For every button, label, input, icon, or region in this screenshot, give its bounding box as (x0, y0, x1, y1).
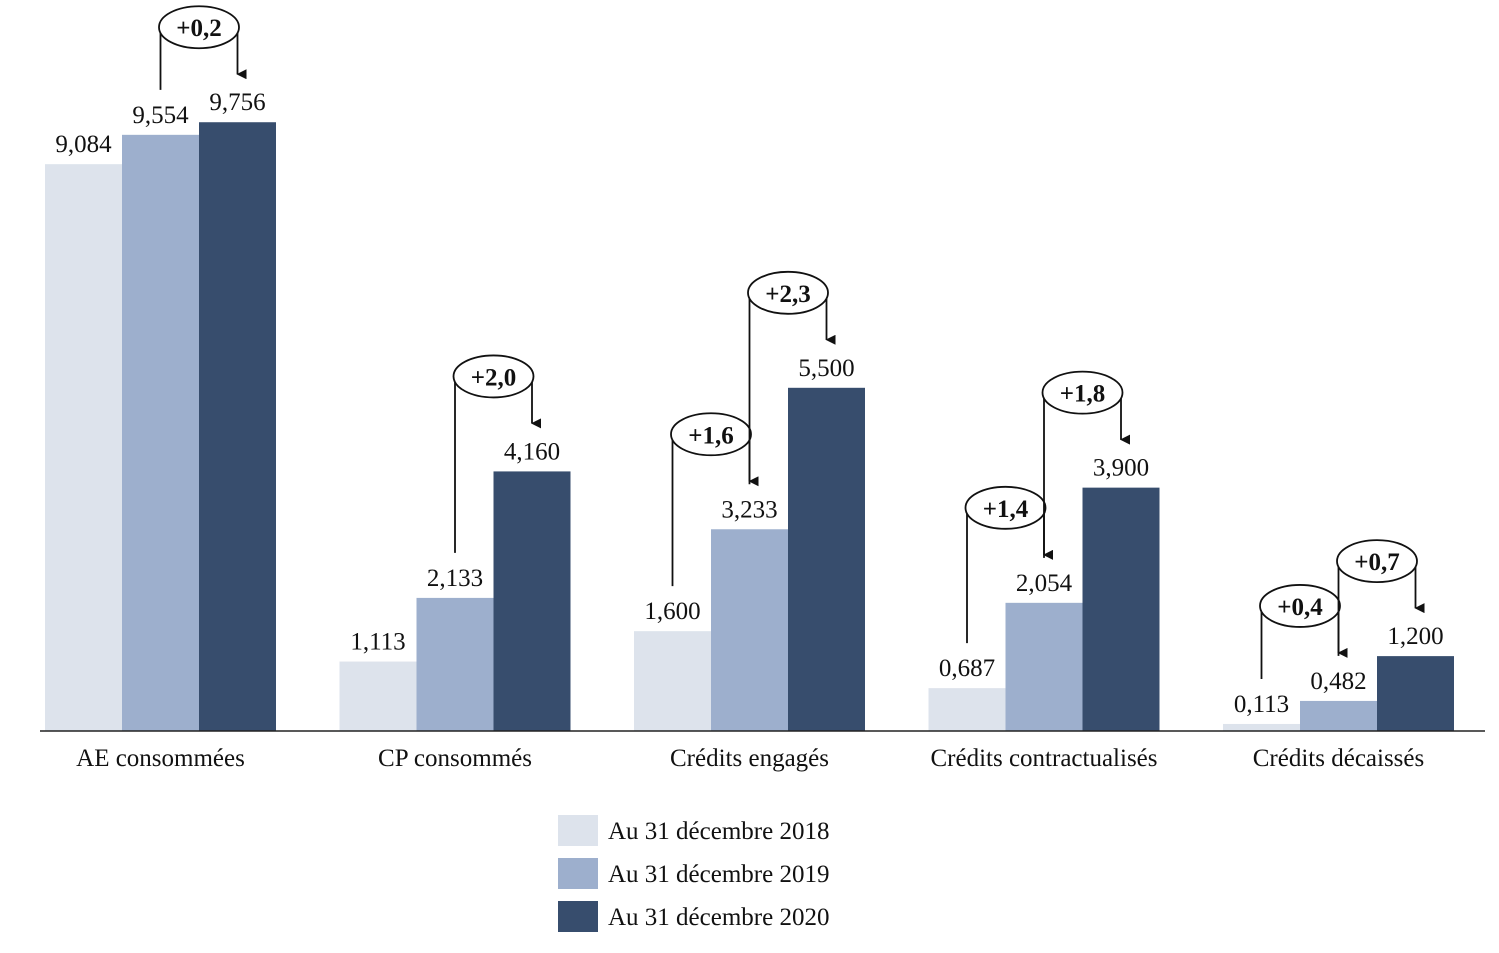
annotation-text: +2,3 (765, 281, 811, 308)
bar (928, 688, 1006, 731)
bar (199, 122, 276, 732)
x-tick-label: CP consommés (378, 745, 532, 772)
annotation-bubble (158, 5, 240, 50)
data-label: 1,113 (350, 629, 405, 656)
data-label: 9,554 (132, 102, 189, 129)
annotation-text: +1,4 (983, 496, 1029, 523)
bar (122, 134, 199, 732)
bar (45, 164, 122, 732)
data-label: 1,200 (1387, 623, 1443, 650)
annotation-text: +1,8 (1060, 381, 1106, 408)
annotation-text: +0,2 (176, 15, 222, 42)
legend-swatch (558, 815, 598, 846)
legend-label: Au 31 décembre 2019 (608, 861, 829, 888)
bar (493, 471, 571, 731)
annotation-bubble (670, 412, 752, 457)
data-label: 9,756 (209, 89, 265, 116)
change-annotation: +0,2 (158, 5, 247, 90)
bar (711, 529, 788, 731)
data-label: 3,233 (721, 496, 777, 523)
bar (1223, 723, 1300, 731)
annotation-bubble (1041, 370, 1124, 415)
bar (788, 387, 865, 731)
data-label: 9,084 (55, 131, 112, 158)
legend-label: Au 31 décembre 2020 (608, 904, 829, 931)
annotation-bubble (964, 485, 1047, 530)
bar (339, 661, 417, 731)
annotation-text: +0,4 (1277, 594, 1323, 621)
legend-swatch (558, 901, 598, 932)
x-tick-label: Crédits contractualisés (930, 745, 1158, 772)
annotation-bubble (1259, 584, 1341, 628)
bar (1005, 602, 1083, 731)
bar (1300, 700, 1377, 731)
annotation-text: +2,0 (471, 364, 517, 391)
data-label: 0,687 (939, 655, 995, 682)
data-label: 1,600 (644, 598, 700, 625)
bar (634, 631, 711, 731)
data-label: 5,500 (798, 355, 854, 382)
x-tick-label: Crédits engagés (670, 745, 829, 772)
x-tick-label: Crédits décaissés (1252, 745, 1425, 772)
bar (1377, 656, 1454, 731)
data-label: 4,160 (504, 438, 560, 465)
annotation-bubble (747, 270, 829, 315)
change-annotation: +1,8 (1041, 370, 1130, 558)
annotation-text: +0,7 (1354, 549, 1400, 576)
annotation-text: +1,6 (688, 422, 734, 449)
legend-swatch (558, 858, 598, 889)
change-annotation: +1,4 (964, 485, 1053, 644)
legend-label: Au 31 décembre 2018 (608, 818, 829, 845)
change-annotation: +0,7 (1336, 539, 1425, 656)
annotation-bubble (1336, 539, 1418, 584)
change-annotation: +2,3 (747, 270, 836, 485)
bar (416, 597, 494, 731)
data-label: 2,133 (427, 565, 483, 592)
bar (1082, 487, 1160, 731)
change-annotation: +0,4 (1259, 584, 1348, 679)
x-tick-label: AE consommées (76, 745, 245, 772)
change-annotation: +2,0 (452, 354, 541, 553)
data-label: 0,482 (1310, 668, 1366, 695)
data-label: 0,113 (1234, 691, 1289, 718)
data-label: 3,900 (1093, 455, 1149, 482)
data-label: 2,054 (1016, 570, 1073, 597)
annotation-bubble (452, 354, 535, 399)
